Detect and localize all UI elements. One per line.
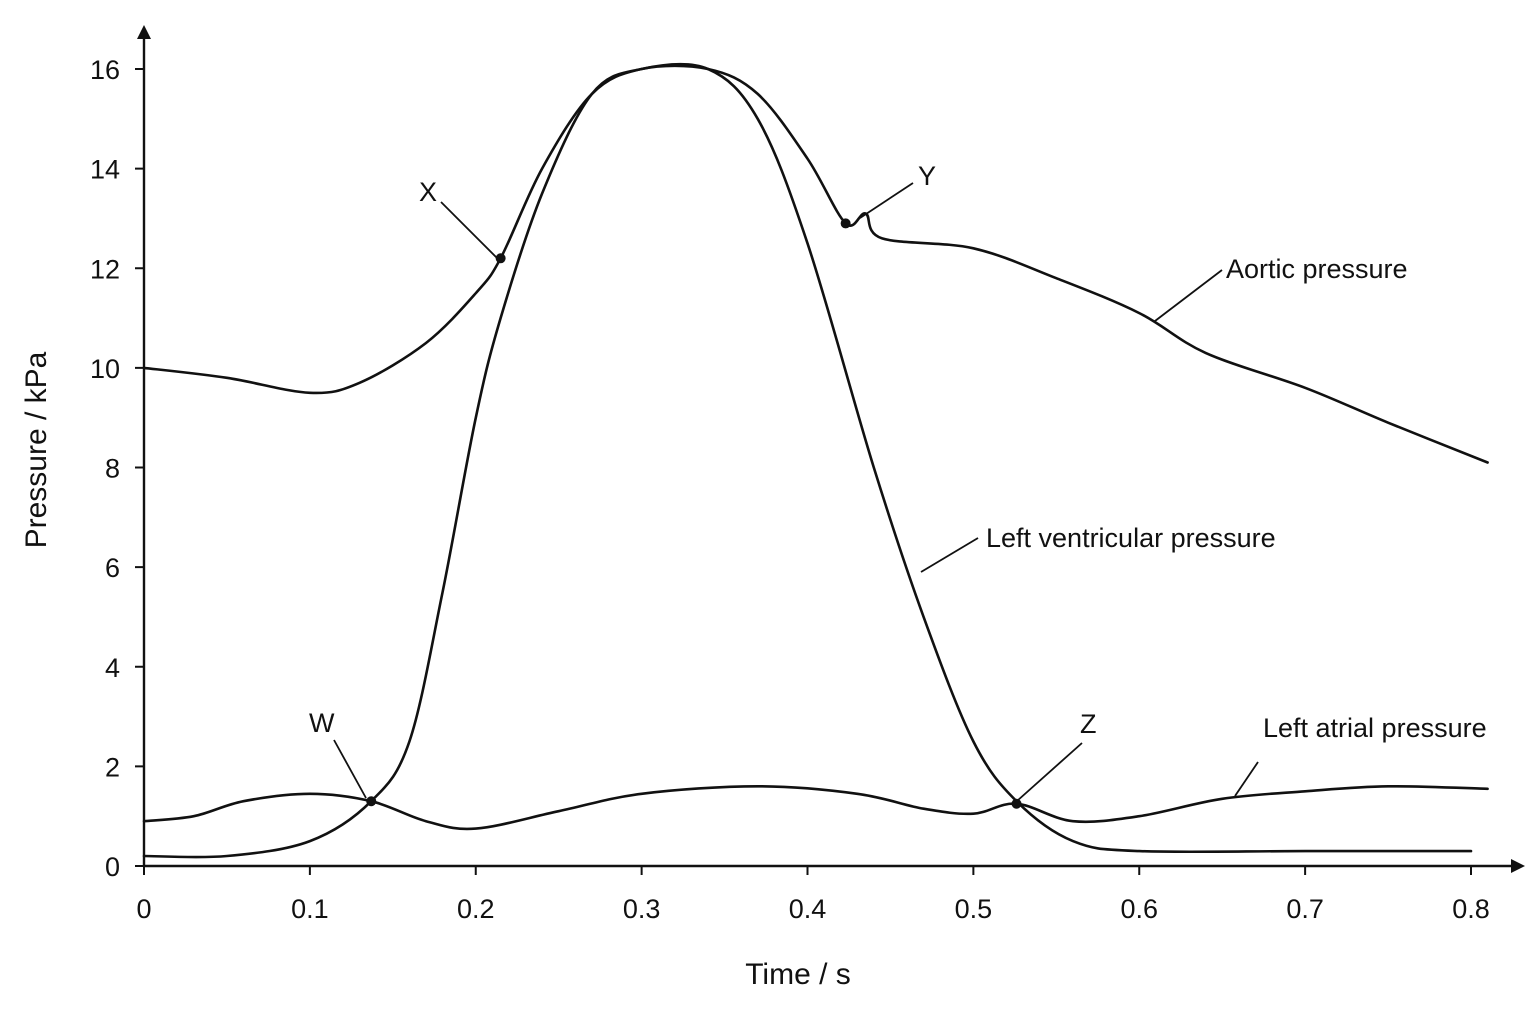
point-z-label: Z (1080, 709, 1097, 739)
y-tick-label: 10 (90, 354, 120, 384)
point-x-leader-line (440, 201, 499, 260)
point-z-marker (1011, 798, 1022, 809)
point-w-marker (366, 796, 377, 807)
x-tick-label: 0.5 (955, 894, 993, 924)
y-tick-label: 12 (90, 254, 120, 284)
point-y-marker (840, 218, 851, 229)
aortic-pressure-label: Aortic pressure (1226, 254, 1408, 284)
left-atrial-pressure-line (142, 784, 1489, 831)
left-ventricular-pressure-line (142, 62, 1473, 859)
y-tick-label: 0 (105, 852, 120, 882)
aortic-pressure-leader-line (1154, 269, 1223, 322)
x-tick-label: 0.1 (291, 894, 329, 924)
y-tick-label: 14 (90, 155, 120, 185)
y-axis-label: Pressure / kPa (20, 351, 53, 548)
x-tick-label: 0.6 (1120, 894, 1158, 924)
left-ventricular-pressure-label: Left ventricular pressure (986, 523, 1276, 553)
x-tick-label: 0 (136, 894, 151, 924)
left-atrial-pressure-leader-line (1234, 761, 1259, 797)
left-atrial-pressure-label: Left atrial pressure (1263, 713, 1487, 743)
y-axis: 0 2 4 6 8 10 12 14 16 Pressure / kPa (20, 25, 151, 882)
x-axis: 0 0.1 0.2 0.3 0.4 0.5 0.6 0.7 0.8 Time / s (136, 859, 1525, 991)
point-z-leader-line (1016, 742, 1083, 802)
x-tick-label: 0.3 (623, 894, 661, 924)
y-tick-label: 2 (105, 752, 120, 782)
x-tick-label: 0.4 (789, 894, 827, 924)
point-y-leader-line (859, 182, 914, 219)
series-layer (142, 62, 1489, 859)
point-w-label: W (309, 708, 335, 738)
x-axis-label: Time / s (745, 958, 851, 991)
y-tick-label: 16 (90, 55, 120, 85)
aortic-pressure-line (142, 64, 1489, 464)
left-ventricular-pressure-leader-line (920, 537, 979, 573)
point-w-leader-line (333, 739, 367, 799)
point-y-label: Y (918, 161, 936, 191)
x-tick-label: 0.8 (1452, 894, 1490, 924)
point-annotations: X Y W Z (309, 161, 1097, 809)
x-tick-label: 0.7 (1286, 894, 1324, 924)
x-tick-label: 0.2 (457, 894, 495, 924)
y-tick-label: 4 (105, 653, 120, 683)
y-tick-label: 8 (105, 454, 120, 484)
point-x-label: X (419, 177, 437, 207)
y-tick-label: 6 (105, 553, 120, 583)
series-labels: Aortic pressure Left ventricular pressur… (920, 254, 1487, 797)
point-x-marker (495, 253, 506, 264)
